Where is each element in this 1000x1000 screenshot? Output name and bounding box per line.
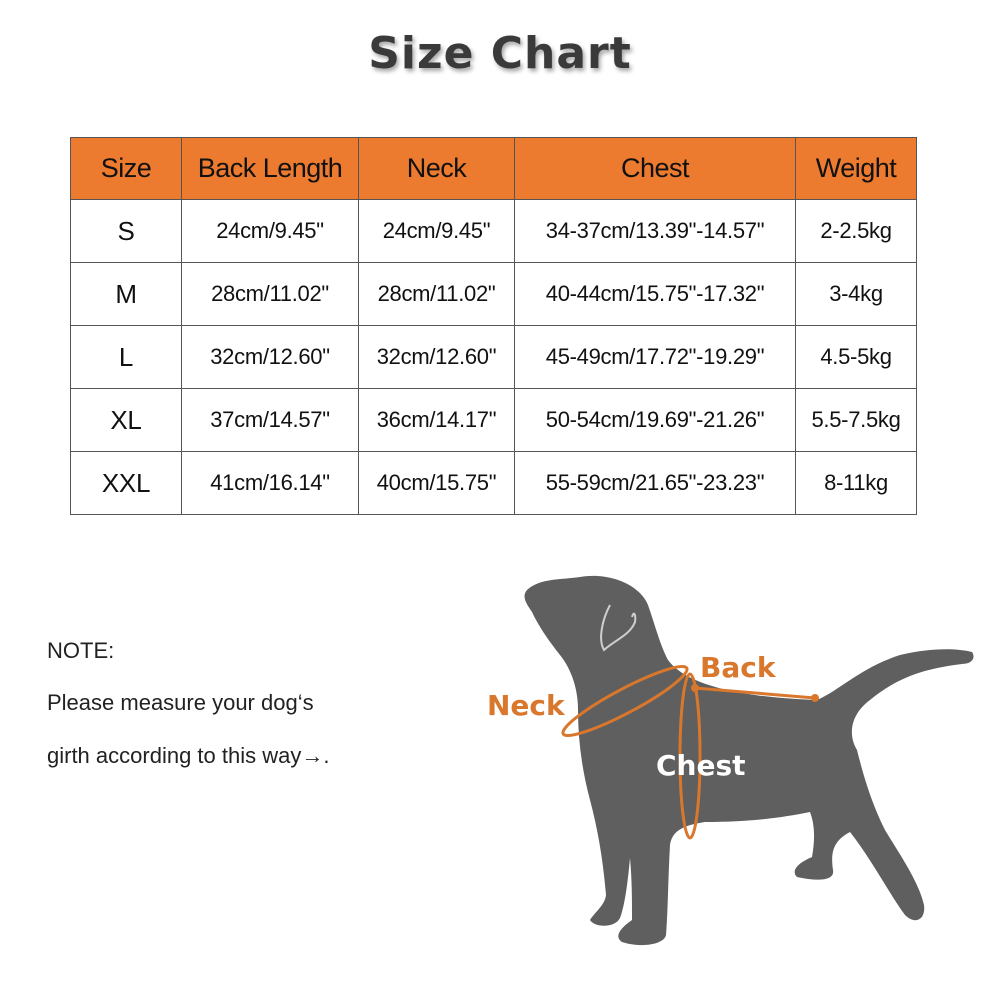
header-neck: Neck [358, 137, 515, 200]
chest-measure-loop [678, 672, 702, 840]
cell-chest: 50-54cm/19.69"-21.26" [514, 388, 796, 452]
chest-label: Chest [656, 749, 746, 782]
note-line-1: Please measure your dog‘s [47, 690, 314, 715]
note-line-2: girth according to this way→. [47, 743, 330, 768]
cell-chest: 55-59cm/21.65"-23.23" [514, 451, 796, 515]
cell-back-length: 37cm/14.57" [181, 388, 359, 452]
cell-neck: 28cm/11.02" [358, 262, 515, 326]
neck-label: Neck [487, 689, 566, 722]
note-heading: NOTE: [47, 638, 115, 663]
back-end-dot [811, 694, 819, 702]
table-row: M 28cm/11.02" 28cm/11.02" 40-44cm/15.75"-17… [70, 262, 917, 326]
cell-weight: 8-11kg [795, 451, 917, 515]
cell-chest: 34-37cm/13.39"-14.57" [514, 199, 796, 263]
cell-back-length: 32cm/12.60" [181, 325, 359, 389]
cell-neck: 36cm/14.17" [358, 388, 515, 452]
cell-back-length: 28cm/11.02" [181, 262, 359, 326]
header-size: Size [70, 137, 182, 200]
table-header-row: Size Back Length Neck Chest Weight [70, 137, 917, 200]
cell-size: L [70, 325, 182, 389]
cell-neck: 40cm/15.75" [358, 451, 515, 515]
page-title: Size Chart [368, 28, 632, 79]
dog-silhouette [524, 575, 974, 946]
cell-weight: 4.5-5kg [795, 325, 917, 389]
back-start-dot [691, 684, 699, 692]
neck-measure-loop [561, 664, 689, 738]
dog-ear-outline [600, 604, 637, 652]
header-weight: Weight [795, 137, 917, 200]
cell-weight: 3-4kg [795, 262, 917, 326]
table-row: XXL 41cm/16.14" 40cm/15.75" 55-59cm/21.65"-… [70, 451, 917, 515]
header-back-length: Back Length [181, 137, 359, 200]
cell-size: XXL [70, 451, 182, 515]
table-row: XL 37cm/14.57" 36cm/14.17" 50-54cm/19.69"-2… [70, 388, 917, 452]
cell-chest: 40-44cm/15.75"-17.32" [514, 262, 796, 326]
cell-size: M [70, 262, 182, 326]
cell-neck: 24cm/9.45" [358, 199, 515, 263]
back-measure-line [694, 686, 816, 700]
size-table: Size Back Length Neck Chest Weight S 24cm… [70, 137, 917, 515]
cell-back-length: 24cm/9.45" [181, 199, 359, 263]
cell-chest: 45-49cm/17.72"-19.29" [514, 325, 796, 389]
back-label: Back [700, 651, 777, 684]
cell-back-length: 41cm/16.14" [181, 451, 359, 515]
table-row: L 32cm/12.60" 32cm/12.60" 45-49cm/17.72"-19… [70, 325, 917, 389]
cell-neck: 32cm/12.60" [358, 325, 515, 389]
cell-size: S [70, 199, 182, 263]
